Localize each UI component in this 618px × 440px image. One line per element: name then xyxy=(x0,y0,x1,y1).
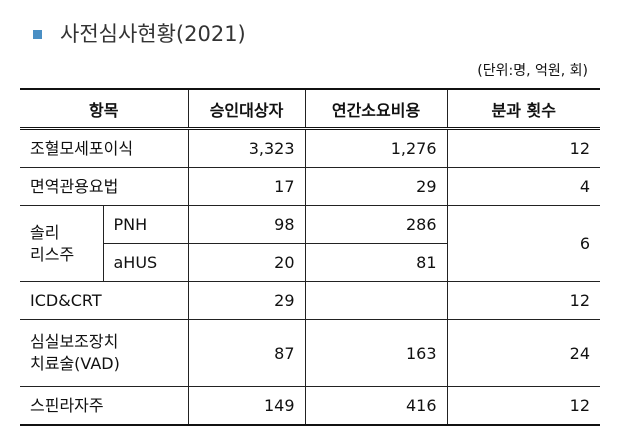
unit-note: (단위:명, 억원, 회) xyxy=(477,63,588,79)
item-cell: 스핀라자주 xyxy=(20,386,189,426)
row: aHUS 20 81 xyxy=(20,243,600,282)
column-header: 연간소요비용 xyxy=(304,88,448,130)
cost-cell: 29 xyxy=(304,167,448,206)
sub-item-cell: PNH xyxy=(102,205,189,244)
item-cell: 솔리 리스주 xyxy=(20,205,104,282)
header-row: 항목 승인대상자 연간소요비용 분과 횟수 xyxy=(20,88,601,130)
table: 항목 승인대상자 연간소요비용 분과 횟수 조혈모세포이식 3,323 1,276 12 면역… xyxy=(20,88,601,426)
approved-cell: 20 xyxy=(187,243,306,282)
column-header: 승인대상자 xyxy=(187,88,306,130)
sessions-cell: 24 xyxy=(446,319,601,387)
column-header: 항목 xyxy=(20,88,189,130)
bullet xyxy=(33,30,42,39)
approved-cell: 149 xyxy=(187,386,306,426)
sessions-cell: 12 xyxy=(446,281,601,320)
title: 사전심사현황(2021) xyxy=(60,22,246,46)
sessions-cell: 6 xyxy=(446,205,601,282)
cost-cell: 1,276 xyxy=(304,128,448,168)
row: 조혈모세포이식 3,323 1,276 12 xyxy=(20,128,601,168)
column-header: 분과 횟수 xyxy=(446,88,601,130)
item-cell: ICD&CRT xyxy=(20,281,189,320)
row: 스핀라자주 149 416 12 xyxy=(20,386,601,426)
sub-item-cell: aHUS xyxy=(103,243,189,282)
table-body: 조혈모세포이식 3,323 1,276 12 면역관용요법 17 29 4 솔리 리스주 PNH 9… xyxy=(20,128,601,426)
cost-cell: 416 xyxy=(304,386,448,426)
row: 심실보조장치 치료술(VAD) 87 163 24 xyxy=(20,319,601,387)
approved-cell: 87 xyxy=(187,319,306,387)
cost-cell: 286 xyxy=(304,205,448,244)
approved-cell: 3,323 xyxy=(187,128,306,168)
cost-cell xyxy=(304,281,448,320)
approved-cell: 98 xyxy=(187,205,306,244)
item-cell: 심실보조장치 치료술(VAD) xyxy=(20,319,189,387)
item-cell: 조혈모세포이식 xyxy=(20,128,189,168)
item-cell: 면역관용요법 xyxy=(20,167,189,206)
row: 면역관용요법 17 29 4 xyxy=(20,167,601,206)
sessions-cell: 12 xyxy=(446,128,601,168)
row: ICD&CRT 29 12 xyxy=(20,281,601,320)
cost-cell: 81 xyxy=(304,243,448,282)
cost-cell: 163 xyxy=(304,319,448,387)
approved-cell: 17 xyxy=(187,167,306,206)
row: 솔리 리스주 PNH 98 286 6 xyxy=(20,205,601,282)
approved-cell: 29 xyxy=(187,281,306,320)
sessions-cell: 12 xyxy=(446,386,601,426)
sessions-cell: 4 xyxy=(446,167,601,206)
